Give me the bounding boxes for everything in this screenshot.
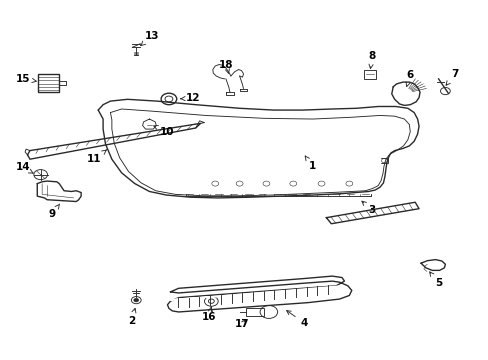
Text: 1: 1: [305, 156, 316, 171]
Text: 5: 5: [429, 272, 441, 288]
Text: 3: 3: [361, 201, 375, 216]
Text: 14: 14: [15, 162, 33, 173]
Text: 6: 6: [405, 70, 413, 86]
Text: 16: 16: [202, 306, 216, 322]
Bar: [38, 74, 59, 92]
Circle shape: [134, 298, 139, 302]
Text: 9: 9: [48, 204, 60, 219]
Text: 18: 18: [218, 59, 233, 73]
Text: 17: 17: [235, 319, 249, 329]
Text: 12: 12: [180, 93, 200, 103]
Text: 10: 10: [153, 126, 174, 136]
Text: 15: 15: [15, 74, 36, 84]
Text: 4: 4: [286, 311, 307, 328]
Polygon shape: [326, 202, 418, 224]
Text: 8: 8: [368, 51, 375, 68]
Text: 2: 2: [127, 309, 136, 325]
Polygon shape: [170, 286, 347, 300]
Bar: [364, 70, 375, 78]
Bar: [246, 308, 264, 316]
Text: 11: 11: [87, 150, 106, 164]
Text: 13: 13: [141, 31, 159, 46]
Text: 7: 7: [445, 69, 458, 85]
